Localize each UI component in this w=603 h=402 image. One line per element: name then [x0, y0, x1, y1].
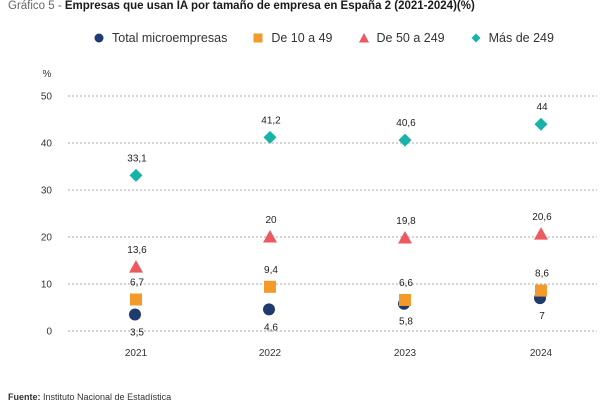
- legend-item-de-50-a-249: De 50 a 249: [357, 31, 445, 45]
- chart-title-prefix: Gráfico 5 -: [8, 0, 62, 12]
- legend-marker-triangle-icon: [358, 33, 369, 43]
- legend-marker-square-icon: [253, 33, 263, 43]
- data-label-mas-de-249-2021: 33,1: [127, 153, 147, 164]
- data-point-mas-de-249-2023: [398, 133, 412, 147]
- data-point-de-10-a-49-2021: [130, 293, 142, 306]
- data-label-de-10-a-49-2021: 6,7: [130, 278, 144, 289]
- data-label-mas-de-249-2022: 41,2: [261, 115, 281, 126]
- data-point-de-50-a-249-2023: [398, 230, 412, 244]
- data-point-total-microempresas-2021: [129, 308, 141, 321]
- x-tick-label-2022: 2022: [259, 348, 282, 359]
- chart-plot: % 0 10 20 30 40 50 2021 2022 2023 2024 3,5 4,6 5,8 7 6,…: [41, 69, 597, 359]
- chart-title: Gráfico 5 - Empresas que usan IA por tam…: [8, 0, 475, 12]
- x-tick-label-2023: 2023: [394, 348, 417, 359]
- legend-label: De 10 a 49: [271, 31, 333, 45]
- source-text: Instituto Nacional de Estadística: [43, 392, 172, 402]
- data-point-de-10-a-49-2022: [264, 280, 276, 293]
- data-point-de-50-a-249-2021: [129, 260, 143, 273]
- data-label-total-microempresas-2024: 7: [539, 311, 545, 322]
- data-label-de-50-a-249-2021: 13,6: [127, 245, 147, 256]
- legend-label: Total microempresas: [112, 31, 228, 45]
- legend-item-de-10-a-49: De 10 a 49: [251, 31, 333, 45]
- data-label-total-microempresas-2023: 5,8: [399, 317, 413, 328]
- data-label-de-10-a-49-2024: 8,6: [535, 269, 549, 280]
- y-tick-label-30: 30: [41, 186, 53, 197]
- legend-label: Más de 249: [488, 31, 554, 45]
- x-tick-label-2021: 2021: [125, 348, 148, 359]
- chart-legend: Total microempresas De 10 a 49 De 50 a 249…: [92, 31, 578, 45]
- data-label-mas-de-249-2024: 44: [536, 102, 548, 113]
- source-label: Fuente:: [8, 392, 41, 402]
- data-label-de-10-a-49-2023: 6,6: [399, 278, 413, 289]
- data-label-total-microempresas-2022: 4,6: [264, 322, 278, 333]
- data-point-de-50-a-249-2022: [263, 230, 277, 243]
- source-note: Fuente: Instituto Nacional de Estadístic…: [8, 392, 171, 402]
- legend-marker-diamond-icon: [471, 33, 481, 43]
- legend-marker-circle-icon: [94, 33, 104, 43]
- data-label-de-10-a-49-2022: 9,4: [264, 265, 278, 276]
- y-tick-label-50: 50: [41, 92, 53, 103]
- data-point-de-10-a-49-2024: [535, 284, 547, 297]
- legend-label: De 50 a 249: [376, 31, 445, 45]
- legend-item-mas-de-249: Más de 249: [469, 31, 554, 45]
- data-label-mas-de-249-2023: 40,6: [396, 118, 416, 129]
- data-label-de-50-a-249-2024: 20,6: [532, 212, 552, 223]
- y-tick-label-10: 10: [41, 280, 53, 291]
- data-point-mas-de-249-2024: [534, 117, 548, 131]
- data-label-de-50-a-249-2022: 20: [265, 215, 277, 226]
- chart-title-main: Empresas que usan IA por tamaño de empre…: [64, 0, 475, 12]
- data-point-mas-de-249-2022: [263, 130, 277, 144]
- data-label-total-microempresas-2021: 3,5: [130, 328, 144, 339]
- y-tick-label-40: 40: [41, 139, 53, 150]
- data-point-total-microempresas-2022: [263, 303, 275, 316]
- data-point-de-10-a-49-2023: [399, 293, 411, 306]
- data-point-mas-de-249-2021: [129, 168, 143, 182]
- legend-item-total-microempresas: Total microempresas: [92, 31, 227, 45]
- y-tick-label-20: 20: [41, 233, 53, 244]
- y-tick-label-0: 0: [46, 327, 52, 338]
- data-label-de-50-a-249-2023: 19,8: [396, 216, 416, 227]
- data-point-de-50-a-249-2024: [534, 227, 548, 240]
- y-axis-label: %: [43, 69, 52, 80]
- x-tick-label-2024: 2024: [530, 348, 553, 359]
